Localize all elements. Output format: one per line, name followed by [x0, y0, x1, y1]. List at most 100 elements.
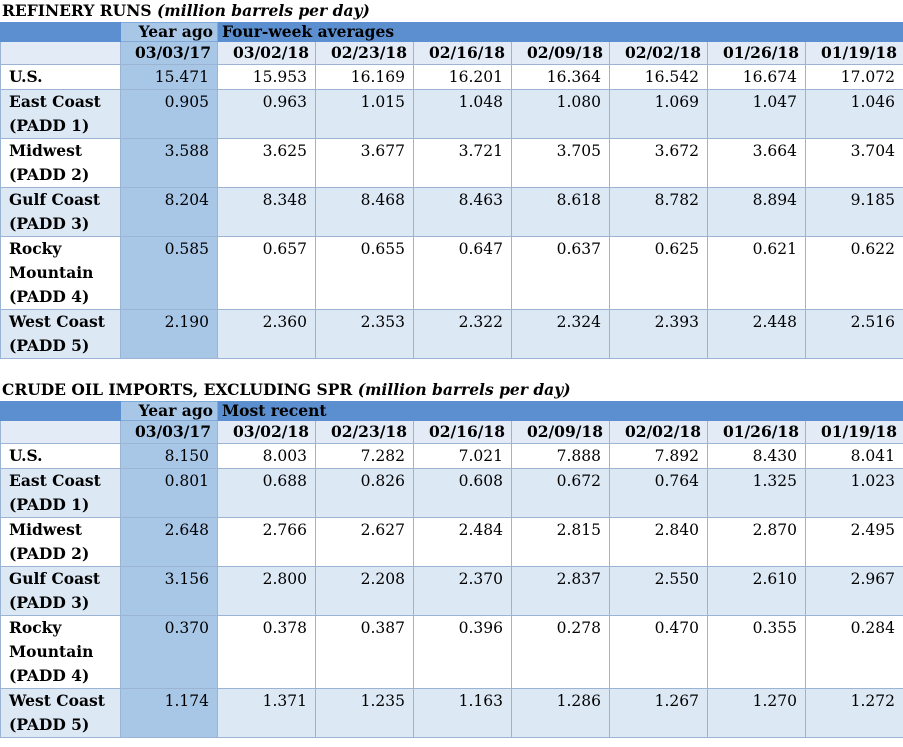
- date-header: 03/02/18: [217, 41, 316, 65]
- value-cell: 1.272: [804, 688, 903, 738]
- value-cell: 2.393: [609, 309, 708, 359]
- value-cell: 16.542: [609, 64, 708, 90]
- date-header: 01/26/18: [707, 41, 806, 65]
- value-cell: 3.156: [120, 566, 218, 616]
- table-row: U.S. 15.471 15.953 16.169 16.201 16.364 …: [0, 64, 903, 90]
- value-cell: 0.284: [804, 615, 903, 689]
- value-cell: 0.378: [217, 615, 316, 689]
- value-cell: 0.278: [511, 615, 610, 689]
- value-cell: 0.688: [217, 468, 316, 518]
- value-cell: 1.048: [413, 89, 512, 139]
- value-cell: 3.672: [609, 138, 708, 188]
- region-label: East Coast (PADD 1): [0, 89, 121, 139]
- year-ago-label: Year ago: [120, 401, 218, 421]
- date-header: 01/19/18: [804, 420, 903, 444]
- value-cell: 2.370: [413, 566, 512, 616]
- date-header: 03/03/17: [120, 420, 218, 444]
- region-label: East Coast (PADD 1): [0, 468, 121, 518]
- value-cell: 1.015: [315, 89, 414, 139]
- value-cell: 15.471: [120, 64, 218, 90]
- value-cell: 0.608: [413, 468, 512, 518]
- value-cell: 0.655: [315, 236, 414, 310]
- region-label: Gulf Coast (PADD 3): [0, 187, 121, 237]
- value-cell: 2.516: [805, 309, 903, 359]
- region-label: Gulf Coast (PADD 3): [0, 566, 121, 616]
- table-row: Midwest (PADD 2) 2.648 2.766 2.627 2.484…: [0, 517, 903, 567]
- value-cell: 2.815: [511, 517, 610, 567]
- value-cell: 8.150: [120, 443, 218, 469]
- region-label: U.S.: [0, 443, 121, 469]
- value-cell: 0.657: [217, 236, 316, 310]
- value-cell: 1.080: [511, 89, 610, 139]
- value-cell: 2.766: [217, 517, 316, 567]
- value-cell: 3.588: [120, 138, 218, 188]
- date-header: 02/16/18: [413, 41, 512, 65]
- value-cell: 2.550: [609, 566, 708, 616]
- value-cell: 16.169: [315, 64, 414, 90]
- value-cell: 8.894: [707, 187, 806, 237]
- header-spacer: [0, 41, 121, 65]
- value-cell: 1.023: [804, 468, 903, 518]
- value-cell: 0.355: [707, 615, 806, 689]
- section-gap: [0, 359, 903, 379]
- value-cell: 0.387: [315, 615, 414, 689]
- value-cell: 2.208: [315, 566, 414, 616]
- crude-imports-title: CRUDE OIL IMPORTS, EXCLUDING SPR (millio…: [0, 379, 903, 401]
- table-subtitle: (million barrels per day): [357, 380, 571, 399]
- value-cell: 3.721: [413, 138, 512, 188]
- value-cell: 0.637: [511, 236, 610, 310]
- value-cell: 0.647: [413, 236, 512, 310]
- value-cell: 2.800: [217, 566, 316, 616]
- value-cell: 1.270: [707, 688, 806, 738]
- value-cell: 7.021: [413, 443, 512, 469]
- value-cell: 0.622: [805, 236, 903, 310]
- value-cell: 7.892: [609, 443, 708, 469]
- table-row: West Coast (PADD 5) 1.174 1.371 1.235 1.…: [0, 688, 903, 738]
- header-spacer: [0, 22, 121, 42]
- value-cell: 16.201: [413, 64, 512, 90]
- value-cell: 8.204: [120, 187, 218, 237]
- year-ago-label: Year ago: [120, 22, 218, 42]
- value-cell: 0.396: [413, 615, 512, 689]
- value-cell: 1.267: [609, 688, 708, 738]
- value-cell: 2.495: [804, 517, 903, 567]
- value-cell: 8.041: [804, 443, 903, 469]
- value-cell: 0.826: [315, 468, 414, 518]
- value-cell: 0.370: [120, 615, 218, 689]
- value-cell: 16.364: [511, 64, 610, 90]
- table-title: REFINERY RUNS: [2, 1, 152, 20]
- value-cell: 1.163: [413, 688, 512, 738]
- table-row: U.S. 8.150 8.003 7.282 7.021 7.888 7.892…: [0, 443, 903, 469]
- region-label: Rocky Mountain (PADD 4): [0, 236, 121, 310]
- table-row: Gulf Coast (PADD 3) 3.156 2.800 2.208 2.…: [0, 566, 903, 616]
- region-label: West Coast (PADD 5): [0, 309, 121, 359]
- region-label: Midwest (PADD 2): [0, 138, 121, 188]
- date-header: 01/19/18: [805, 41, 903, 65]
- value-cell: 1.047: [707, 89, 806, 139]
- value-cell: 2.627: [315, 517, 414, 567]
- date-header: 02/02/18: [609, 41, 708, 65]
- value-cell: 8.468: [315, 187, 414, 237]
- group-label: Most recent: [216, 401, 903, 421]
- value-cell: 0.585: [120, 236, 218, 310]
- table-row: Gulf Coast (PADD 3) 8.204 8.348 8.468 8.…: [0, 187, 903, 237]
- value-cell: 2.837: [511, 566, 610, 616]
- header-spacer: [0, 401, 121, 421]
- group-label: Four-week averages: [217, 22, 903, 42]
- date-header: 02/23/18: [315, 420, 414, 444]
- value-cell: 2.870: [707, 517, 806, 567]
- value-cell: 1.371: [217, 688, 316, 738]
- value-cell: 2.840: [609, 517, 708, 567]
- value-cell: 8.782: [609, 187, 708, 237]
- region-label: Rocky Mountain (PADD 4): [0, 615, 121, 689]
- value-cell: 0.963: [217, 89, 316, 139]
- value-cell: 3.704: [805, 138, 903, 188]
- value-cell: 7.282: [315, 443, 414, 469]
- value-cell: 3.625: [217, 138, 316, 188]
- value-cell: 1.325: [707, 468, 806, 518]
- region-label: Midwest (PADD 2): [0, 517, 121, 567]
- value-cell: 2.648: [120, 517, 218, 567]
- value-cell: 0.672: [511, 468, 610, 518]
- date-header: 02/09/18: [511, 420, 610, 444]
- value-cell: 3.677: [315, 138, 414, 188]
